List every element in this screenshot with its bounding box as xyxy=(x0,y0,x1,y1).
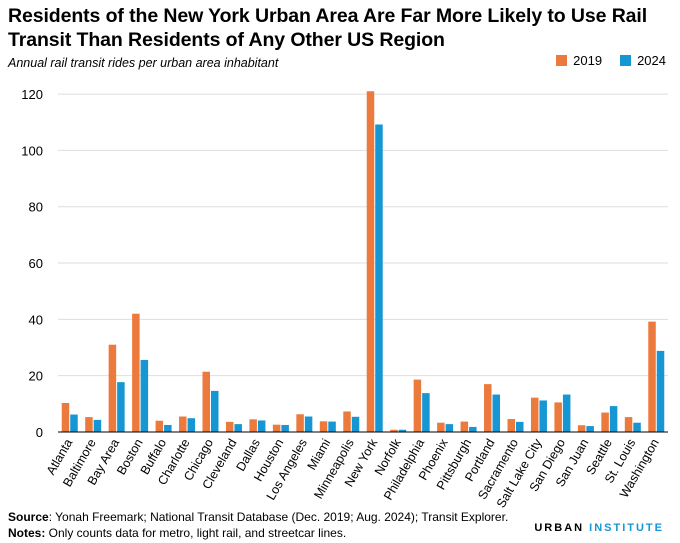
bar-2019-dallas xyxy=(249,419,257,432)
bar-2019-san-diego xyxy=(554,402,562,432)
source-label: Source xyxy=(8,510,49,524)
source-text: : Yonah Freemark; National Transit Datab… xyxy=(48,510,509,524)
bar-2019-new-york xyxy=(366,91,375,432)
legend-swatch-2019 xyxy=(556,55,568,66)
bar-2024-norfolk xyxy=(398,429,407,432)
bar-2024-washington xyxy=(656,350,665,432)
bar-2019-st-louis xyxy=(624,417,633,432)
bar-2019-sacramento xyxy=(507,419,515,432)
bar-2024-buffalo xyxy=(164,424,172,432)
bar-2024-philadelphia xyxy=(422,393,430,432)
logo-urban: URBAN xyxy=(534,522,585,534)
bar-2019-miami xyxy=(319,421,328,432)
bar-2024-minneapolis xyxy=(351,416,360,432)
bar-2024-pittsburgh xyxy=(469,426,477,432)
bar-2024-sacramento xyxy=(516,421,524,432)
bar-2019-boston xyxy=(132,313,140,432)
bar-2019-atlanta xyxy=(61,402,70,432)
bar-2024-seattle xyxy=(609,406,618,432)
bar-2019-buffalo xyxy=(155,420,164,432)
footer: Source: Yonah Freemark; National Transit… xyxy=(8,509,508,541)
y-tick-label: 60 xyxy=(29,256,43,271)
legend-label-2024: 2024 xyxy=(637,53,666,68)
bar-2024-miami xyxy=(328,421,336,432)
bar-2019-baltimore xyxy=(85,417,93,432)
bar-2019-houston xyxy=(272,424,281,432)
bar-2024-new-york xyxy=(375,124,383,432)
bar-2019-minneapolis xyxy=(343,411,351,432)
bar-2024-phoenix xyxy=(445,424,454,432)
bar-2019-los-angeles xyxy=(296,414,304,432)
logo-institute: INSTITUTE xyxy=(589,522,664,534)
bar-2019-charlotte xyxy=(179,416,187,432)
legend: 2019 2024 xyxy=(556,53,666,68)
legend-item-2024: 2024 xyxy=(620,53,666,68)
bar-2019-cleveland xyxy=(225,421,234,432)
bar-2019-pittsburgh xyxy=(460,421,469,432)
legend-swatch-2024 xyxy=(620,55,632,66)
bar-2024-st-louis xyxy=(633,422,641,432)
bar-2024-san-juan xyxy=(586,426,594,432)
bar-2024-cleveland xyxy=(234,424,242,432)
bar-2019-phoenix xyxy=(437,422,445,432)
bar-2024-houston xyxy=(281,424,289,432)
bar-2019-norfolk xyxy=(390,429,398,432)
y-tick-label: 40 xyxy=(29,312,43,327)
bar-2024-chicago xyxy=(211,390,219,432)
urban-institute-logo: URBAN INSTITUTE xyxy=(534,522,664,534)
bar-2019-bay-area xyxy=(108,344,117,432)
chart-title: Residents of the New York Urban Area Are… xyxy=(8,5,648,51)
bar-2024-bay-area xyxy=(117,382,125,432)
bar-2019-san-juan xyxy=(577,425,586,432)
legend-item-2019: 2019 xyxy=(556,53,602,68)
y-tick-label: 120 xyxy=(21,87,43,102)
notes-line: Notes: Only counts data for metro, light… xyxy=(8,525,508,541)
bar-2024-los-angeles xyxy=(304,416,313,432)
bar-2024-atlanta xyxy=(70,414,78,432)
bar-2019-portland xyxy=(484,384,492,432)
notes-text: Only counts data for metro, light rail, … xyxy=(45,526,347,540)
y-tick-label: 0 xyxy=(36,425,43,440)
bar-2019-seattle xyxy=(601,412,609,432)
source-line: Source: Yonah Freemark; National Transit… xyxy=(8,509,508,525)
notes-label: Notes: xyxy=(8,526,46,540)
bar-2024-salt-lake-city xyxy=(539,400,547,432)
bar-2019-washington xyxy=(648,321,656,432)
y-tick-label: 100 xyxy=(21,143,43,158)
bar-2024-portland xyxy=(492,394,501,432)
bar-2024-boston xyxy=(140,359,149,432)
bar-2024-san-diego xyxy=(562,394,571,432)
bar-2019-chicago xyxy=(202,371,210,432)
bar-2019-philadelphia xyxy=(413,379,422,432)
bar-2019-salt-lake-city xyxy=(530,397,539,432)
chart-subtitle: Annual rail transit rides per urban area… xyxy=(8,56,279,70)
legend-label-2019: 2019 xyxy=(573,53,603,68)
y-tick-label: 80 xyxy=(29,200,43,215)
bar-2024-dallas xyxy=(257,420,266,432)
y-tick-label: 20 xyxy=(29,369,43,384)
bar-2024-baltimore xyxy=(93,419,102,432)
bar-2024-charlotte xyxy=(187,418,196,432)
